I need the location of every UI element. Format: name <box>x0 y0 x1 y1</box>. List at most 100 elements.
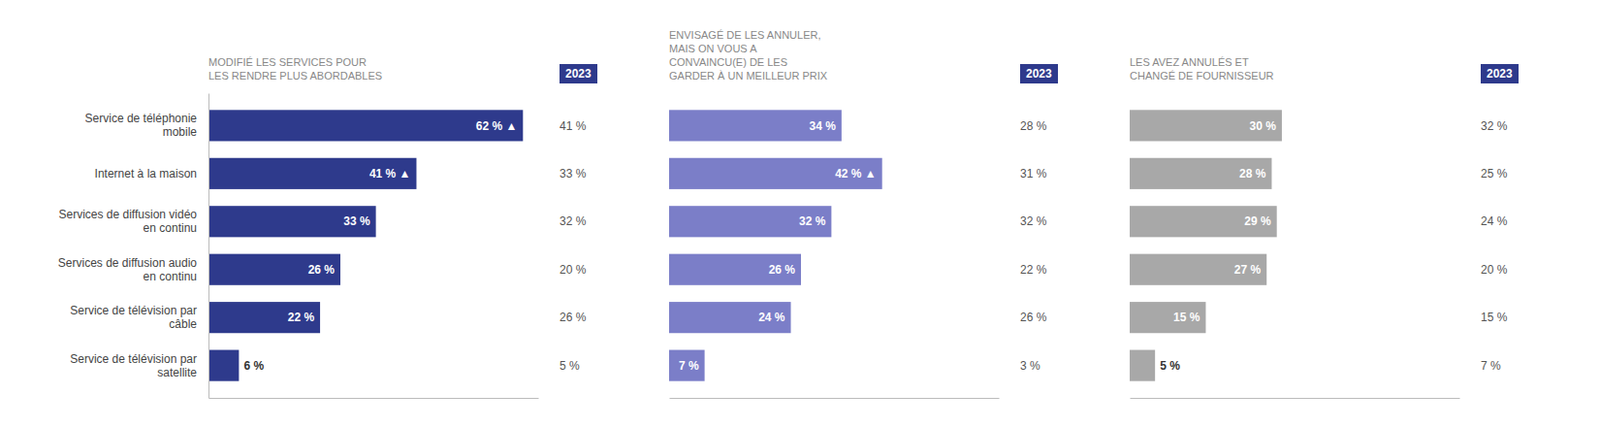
bar <box>1129 109 1282 141</box>
text-line: en continu <box>143 269 197 284</box>
data-label: 27 % <box>1234 262 1262 277</box>
text-line: satellite <box>157 365 197 380</box>
data-label: 32 % <box>799 214 827 228</box>
tick-label: Services de diffusion audioen continu <box>58 256 198 284</box>
data-label: 28 % <box>1239 166 1267 181</box>
axis-line <box>670 397 1000 399</box>
bar <box>669 254 801 286</box>
tick-label: Services de diffusion vidéoen continu <box>58 207 197 235</box>
x-axis <box>1130 397 1461 399</box>
reference-value: 41 % <box>559 119 587 133</box>
legend-label: 2023 <box>565 66 592 81</box>
tick-label: Service de télévision parcâble <box>69 303 197 331</box>
bar <box>669 158 883 190</box>
panel: LES AVEZ ANNULÉS ETCHANGÉ DE FOURNISSEUR… <box>1129 56 1519 399</box>
data-labels: 30 % 28 % 29 % 27 % 15 % 5 % <box>1159 119 1277 373</box>
data-label: 24 % <box>758 310 786 324</box>
text-line: en continu <box>143 221 197 235</box>
panel: ENVISAGÉ DE LES ANNULER,MAIS ON VOUS ACO… <box>669 29 1058 399</box>
tick: Service de téléphoniemobile <box>85 111 209 139</box>
chart: MODIFIÉ LES SERVICES POURLES RENDRE PLUS… <box>0 0 1600 427</box>
data-label: 15 % <box>1173 310 1201 324</box>
bar <box>1129 254 1267 286</box>
bar <box>208 205 377 237</box>
reference-value: 24 % <box>1480 214 1508 228</box>
reference-values: 32 %25 %24 %20 %15 %7 % <box>1480 119 1508 373</box>
axis-line <box>209 397 540 399</box>
panel-title: ENVISAGÉ DE LES ANNULER,MAIS ON VOUS ACO… <box>669 29 829 82</box>
legend: 2023 <box>559 64 598 84</box>
text-line: Services de diffusion vidéo <box>58 207 197 222</box>
legend-label: 2023 <box>1486 66 1513 81</box>
data-label: 6 % <box>243 358 264 373</box>
reference-value: 26 % <box>559 310 587 324</box>
text-line: Service de télévision par <box>69 352 197 366</box>
reference-value: 28 % <box>1020 119 1048 133</box>
reference-values: 28 %31 %32 %22 %26 %3 % <box>1020 119 1048 373</box>
legend-swatch <box>1020 64 1058 84</box>
panel: MODIFIÉ LES SERVICES POURLES RENDRE PLUS… <box>58 56 598 399</box>
legend: 2023 <box>1020 64 1058 84</box>
tick-label: Internet à la maison <box>95 166 197 181</box>
bar <box>208 301 320 333</box>
data-label: 5 % <box>1159 358 1181 373</box>
data-label: 42 % ▲ <box>834 166 877 181</box>
text-line: ENVISAGÉ DE LES ANNULER, <box>669 29 822 41</box>
text-line: MODIFIÉ LES SERVICES POUR <box>208 56 367 68</box>
reference-value: 32 % <box>1480 119 1508 133</box>
bar <box>1129 350 1155 382</box>
tick-label: Service de téléphoniemobile <box>85 111 198 139</box>
reference-values: 41 %33 %32 %20 %26 %5 % <box>559 119 587 373</box>
data-label: 34 % <box>808 119 836 133</box>
panel-title: MODIFIÉ LES SERVICES POURLES RENDRE PLUS… <box>208 56 383 82</box>
reference-value: 15 % <box>1480 310 1508 324</box>
data-label: 26 % <box>308 262 336 277</box>
bar <box>669 205 832 237</box>
data-label: 30 % <box>1249 119 1278 133</box>
bar <box>208 254 341 286</box>
text-line: LES RENDRE PLUS ABORDABLES <box>208 69 383 82</box>
bars <box>208 109 523 381</box>
bars <box>1129 109 1282 381</box>
x-axis <box>670 397 1000 399</box>
data-labels: 34 % 42 % ▲ 32 % 26 % 24 % 7 % <box>678 119 877 373</box>
text-line: GARDER À UN MEILLEUR PRIX <box>669 69 829 82</box>
reference-value: 5 % <box>559 358 580 373</box>
legend: 2023 <box>1480 64 1519 84</box>
reference-value: 31 % <box>1020 166 1048 181</box>
reference-value: 20 % <box>1480 262 1508 277</box>
bars <box>669 109 883 381</box>
reference-value: 32 % <box>1020 214 1048 228</box>
x-axis <box>209 397 540 399</box>
text-line: MAIS ON VOUS A <box>669 42 758 55</box>
data-label: 33 % <box>343 214 371 228</box>
text-line: mobile <box>162 125 198 139</box>
data-label: 29 % <box>1244 214 1272 228</box>
data-labels: 62 % ▲41 % ▲33 %26 %22 %6 % <box>243 119 517 373</box>
bar <box>208 109 523 141</box>
text-line: Service de téléphonie <box>85 111 198 126</box>
tick: Internet à la maison <box>95 166 209 181</box>
text-line: Services de diffusion audio <box>58 256 198 270</box>
bar <box>669 350 705 382</box>
reference-value: 7 % <box>1480 358 1502 373</box>
legend-swatch <box>559 64 598 84</box>
axis-line <box>208 94 210 399</box>
tick: Services de diffusion audioen continu <box>58 256 209 284</box>
bar <box>669 109 842 141</box>
tick: Service de télévision parsatellite <box>69 352 209 380</box>
tick: Services de diffusion vidéoen continu <box>58 207 209 235</box>
text-line: CHANGÉ DE FOURNISSEUR <box>1129 69 1275 82</box>
data-label: 26 % <box>768 262 797 277</box>
text-line: Internet à la maison <box>95 166 197 181</box>
reference-value: 32 % <box>559 214 587 228</box>
bar <box>1129 205 1278 237</box>
data-label: 7 % <box>678 358 700 373</box>
bar <box>208 158 416 190</box>
panel-title: LES AVEZ ANNULÉS ETCHANGÉ DE FOURNISSEUR <box>1129 56 1275 82</box>
data-label: 62 % ▲ <box>476 119 518 133</box>
bar <box>669 301 792 333</box>
data-label: 41 % ▲ <box>369 166 412 181</box>
bar <box>208 350 239 382</box>
reference-value: 3 % <box>1020 358 1041 373</box>
